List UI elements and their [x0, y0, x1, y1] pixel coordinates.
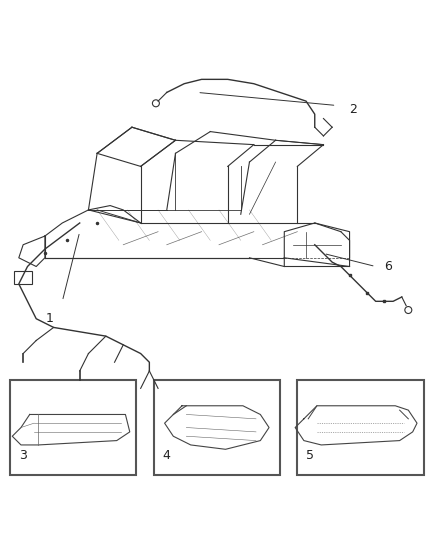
- Text: 1: 1: [45, 312, 53, 325]
- Text: 6: 6: [385, 260, 392, 273]
- Bar: [154, 379, 280, 475]
- Text: 4: 4: [162, 449, 170, 462]
- Bar: [297, 379, 424, 475]
- Bar: [10, 379, 136, 475]
- Text: 5: 5: [306, 449, 314, 462]
- Bar: [14, 271, 32, 284]
- Text: 3: 3: [19, 449, 27, 462]
- Text: 2: 2: [350, 103, 357, 116]
